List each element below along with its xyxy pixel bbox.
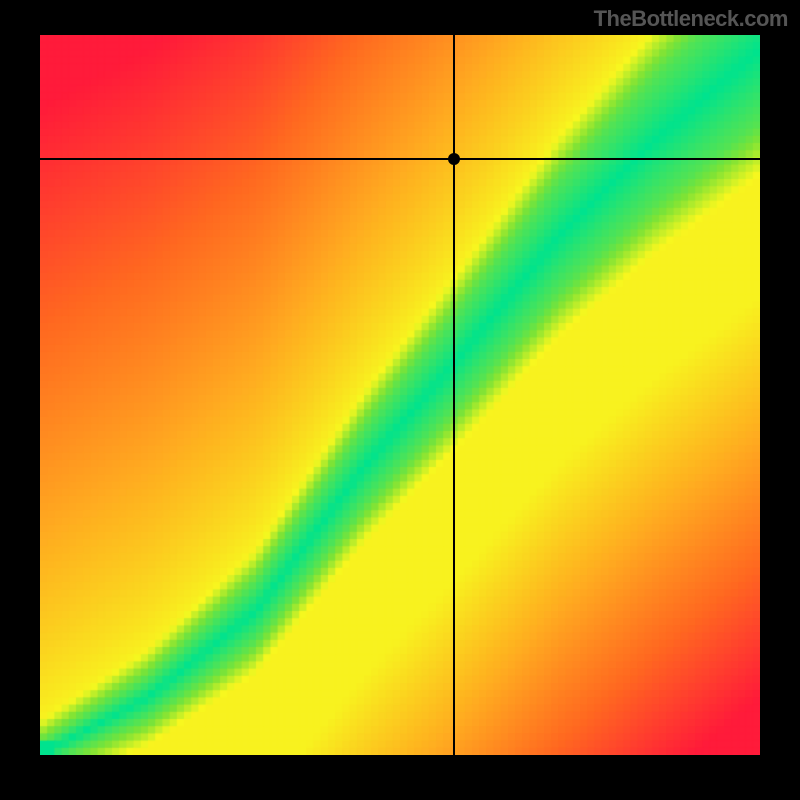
- watermark-text: TheBottleneck.com: [594, 6, 788, 32]
- crosshair-horizontal: [40, 158, 760, 160]
- crosshair-vertical: [453, 35, 455, 755]
- chart-container: TheBottleneck.com: [0, 0, 800, 800]
- crosshair-marker: [448, 153, 460, 165]
- bottleneck-heatmap: [40, 35, 760, 755]
